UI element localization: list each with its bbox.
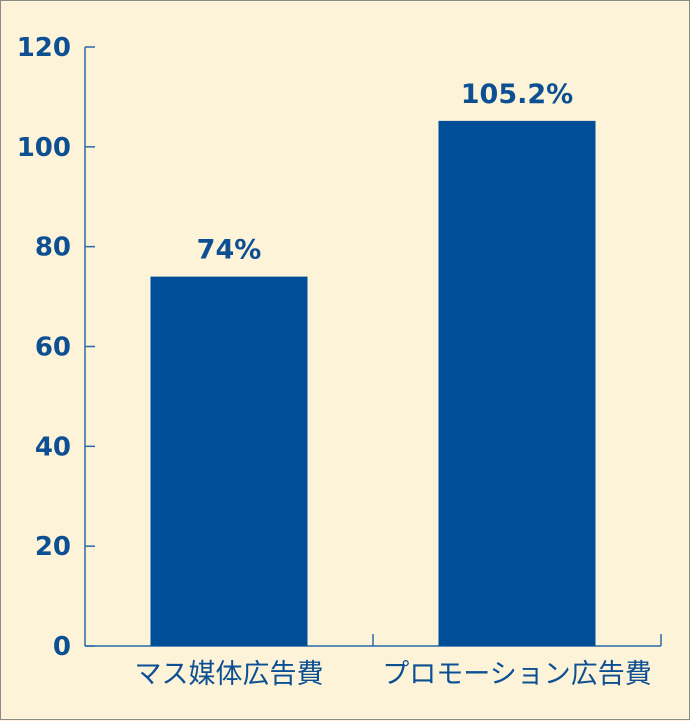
y-axis: 0 20 40 60 80 100 120	[17, 33, 95, 662]
bar-value-label: 74%	[197, 235, 262, 266]
y-tick-label: 40	[35, 432, 71, 462]
y-tick-label: 20	[35, 532, 71, 562]
bars	[150, 120, 596, 647]
y-tick-label: 120	[17, 33, 71, 63]
y-tick-label: 0	[53, 632, 71, 662]
bar-value-label: 105.2%	[461, 79, 573, 110]
category-label: マス媒体広告費	[135, 659, 324, 690]
y-tick-label: 80	[35, 233, 71, 263]
data-labels: 74% 105.2%	[197, 79, 574, 266]
bar	[438, 120, 596, 647]
category-labels: マス媒体広告費 プロモーション広告費	[135, 659, 652, 690]
category-label: プロモーション広告費	[382, 659, 651, 690]
y-tick-label: 60	[35, 333, 71, 363]
bar	[150, 276, 308, 646]
y-tick-label: 100	[17, 133, 71, 163]
